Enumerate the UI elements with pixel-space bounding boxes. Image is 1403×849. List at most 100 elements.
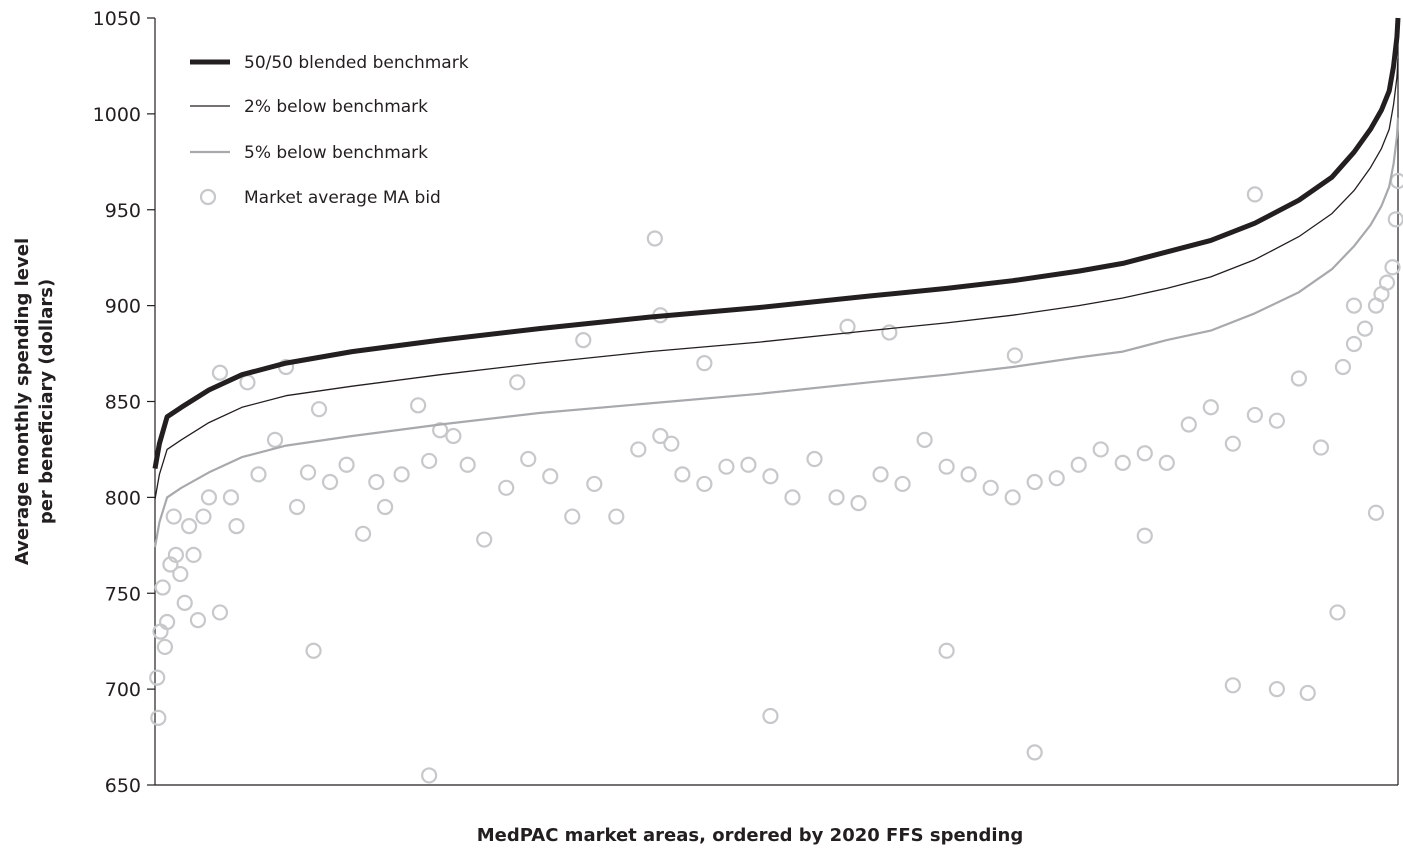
ma-bid-point — [321, 473, 339, 491]
ma-bid-point — [1070, 456, 1087, 473]
ma-bid-point — [1268, 412, 1285, 429]
ma-bid-point — [156, 638, 174, 656]
ma-bid-point — [762, 707, 779, 725]
ma-bid-point — [646, 230, 663, 247]
legend-label-2: 5% below benchmark — [244, 143, 428, 163]
ma-bid-point — [881, 324, 898, 341]
ma-bid-point — [740, 456, 757, 473]
legend-label-1: 2% below benchmark — [244, 97, 428, 117]
y-axis-title-line-2: per beneficiary (dollars) — [36, 279, 57, 524]
ma-bid-point — [459, 456, 476, 473]
ma-bid-point — [1345, 335, 1363, 353]
ma-bid-point — [1004, 489, 1021, 506]
ma-bid-point — [1389, 172, 1403, 190]
ma-bid-point — [354, 525, 372, 542]
ma-bid-point — [195, 508, 212, 525]
ma-bid-point — [338, 456, 355, 473]
y-tick-label: 900 — [105, 296, 141, 318]
ma-bid-point — [1114, 454, 1131, 471]
ma-bid-point — [1048, 470, 1065, 487]
ma-bid-point — [476, 531, 493, 548]
ma-bid-point — [149, 669, 166, 686]
ma-bid-point — [1026, 473, 1043, 491]
ma-bid-point — [1180, 416, 1197, 433]
ma-bid-point — [288, 498, 306, 516]
ma-bid-point — [222, 489, 240, 506]
ma-bid-point — [839, 318, 856, 335]
ma-bid-point — [299, 464, 317, 481]
ma-bid-point — [393, 466, 410, 483]
ma-bid-point — [872, 466, 889, 483]
ma-bid-point — [696, 355, 713, 372]
ma-bid-point — [154, 579, 171, 596]
ma-bid-point — [1224, 677, 1241, 694]
ma-bid-point — [150, 709, 167, 726]
ma-bid-point — [1387, 211, 1403, 228]
ma-bid-point — [652, 427, 669, 445]
ma-bid-point — [1224, 435, 1241, 452]
ma-bid-point — [1006, 347, 1023, 364]
ma-bid-point — [498, 479, 515, 496]
ma-bid-point — [1246, 406, 1263, 424]
y-axis-ticks: 650 700 750 800 850 900 950 1000 1050 — [93, 8, 155, 797]
ma-bid-point — [608, 508, 625, 525]
series-line-1 — [154, 58, 1399, 500]
ma-bid-point — [542, 468, 559, 485]
y-tick-label: 700 — [105, 679, 141, 701]
ma-bid-point — [159, 613, 176, 631]
ma-bid-point — [185, 546, 202, 564]
ma-bid-point — [1136, 445, 1153, 462]
scatter-points — [149, 172, 1403, 784]
ma-bid-point — [674, 466, 691, 483]
ma-bid-point — [718, 458, 735, 475]
ma-bid-point — [1312, 439, 1330, 456]
y-tick-label: 1050 — [93, 8, 141, 30]
ma-bid-point — [1158, 454, 1175, 471]
y-tick-label: 750 — [105, 583, 141, 605]
series-line-2 — [153, 117, 1400, 548]
ma-bid-point — [1092, 441, 1109, 458]
ma-bid-point — [1329, 604, 1346, 621]
ma-bid-point — [1384, 259, 1401, 276]
x-axis-title: MedPAC market areas, ordered by 2020 FFS… — [477, 825, 1024, 846]
ma-bid-point — [1345, 297, 1363, 314]
ma-bid-point — [172, 565, 189, 583]
y-tick-label: 1000 — [93, 104, 141, 126]
ma-bid-point — [960, 466, 977, 483]
ma-bid-point — [377, 498, 394, 516]
ma-bid-point — [630, 441, 647, 458]
y-tick-label: 650 — [105, 775, 141, 797]
ma-bid-point — [421, 452, 438, 470]
ma-bid-point — [200, 489, 218, 506]
legend-label-0: 50/50 blended benchmark — [244, 53, 469, 73]
ma-bid-point — [784, 489, 801, 506]
ma-bid-point — [828, 489, 845, 506]
ma-bid-point — [181, 518, 198, 535]
ma-bid-point — [1367, 504, 1385, 521]
ma-bid-point — [410, 397, 427, 414]
ma-bid-point — [189, 611, 207, 629]
ma-bid-point — [1268, 681, 1285, 698]
ma-bid-point — [806, 450, 823, 468]
ma-bid-point — [239, 374, 256, 391]
ma-bid-point — [1290, 370, 1308, 387]
series-line-0 — [152, 17, 1401, 470]
ma-bid-point — [305, 642, 322, 659]
ma-bid-point — [1356, 320, 1374, 337]
ma-bid-point — [165, 508, 182, 525]
ma-bid-point — [368, 473, 385, 491]
y-axis-title-line-1: Average monthly spending level — [12, 238, 33, 565]
ma-bid-point — [228, 518, 245, 535]
ma-bid-point — [696, 475, 713, 493]
ma-bid-point — [982, 479, 999, 496]
y-axis-title: Average monthly spending level per benefi… — [12, 238, 57, 565]
legend-swatch-3 — [199, 188, 217, 206]
ma-bid-point — [520, 450, 537, 468]
y-tick-label: 850 — [105, 392, 141, 414]
ma-bid-point — [894, 475, 911, 493]
ma-bid-point — [266, 431, 284, 448]
ma-bid-point — [1378, 274, 1396, 291]
ma-bid-point — [1246, 186, 1263, 203]
ma-bid-point — [564, 508, 581, 525]
